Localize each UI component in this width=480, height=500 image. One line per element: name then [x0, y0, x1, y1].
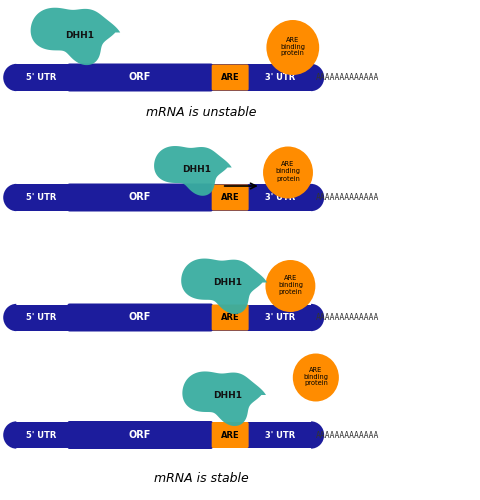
Text: 5' UTR: 5' UTR	[25, 193, 56, 202]
Wedge shape	[3, 184, 16, 211]
Wedge shape	[3, 304, 16, 331]
FancyBboxPatch shape	[67, 64, 213, 92]
Text: 3' UTR: 3' UTR	[265, 430, 296, 440]
Bar	[14, 64, 313, 90]
Text: DHH1: DHH1	[182, 166, 211, 174]
Text: ARE: ARE	[221, 193, 240, 202]
Polygon shape	[154, 146, 232, 196]
FancyBboxPatch shape	[67, 184, 213, 212]
Text: ARE: ARE	[221, 313, 240, 322]
FancyBboxPatch shape	[212, 64, 249, 90]
Text: ORF: ORF	[129, 312, 151, 322]
Polygon shape	[181, 258, 267, 314]
Bar	[14, 304, 313, 330]
Text: ORF: ORF	[129, 192, 151, 202]
Text: ORF: ORF	[129, 72, 151, 83]
Text: AAAAAAAAAAAAA: AAAAAAAAAAAAA	[315, 193, 379, 202]
Text: ARE
binding
protein: ARE binding protein	[303, 366, 328, 386]
Circle shape	[265, 260, 315, 312]
Bar	[62, 184, 68, 210]
Text: DHH1: DHH1	[214, 278, 242, 287]
Bar	[62, 422, 68, 448]
Text: ORF: ORF	[129, 430, 151, 440]
Text: AAAAAAAAAAAAA: AAAAAAAAAAAAA	[315, 73, 379, 82]
FancyBboxPatch shape	[212, 304, 249, 330]
Text: 3' UTR: 3' UTR	[265, 313, 296, 322]
FancyBboxPatch shape	[212, 422, 249, 448]
Wedge shape	[3, 422, 16, 448]
Polygon shape	[31, 8, 120, 65]
Circle shape	[263, 146, 313, 199]
Circle shape	[293, 354, 339, 402]
Text: DHH1: DHH1	[214, 390, 242, 400]
Circle shape	[266, 20, 319, 75]
Text: ARE: ARE	[221, 430, 240, 440]
Text: 5' UTR: 5' UTR	[25, 313, 56, 322]
Wedge shape	[311, 304, 324, 331]
Text: 5' UTR: 5' UTR	[25, 430, 56, 440]
Text: ARE
binding
protein: ARE binding protein	[278, 275, 303, 295]
Wedge shape	[311, 422, 324, 448]
Wedge shape	[3, 64, 16, 91]
Bar	[62, 304, 68, 330]
Text: 3' UTR: 3' UTR	[265, 193, 296, 202]
Polygon shape	[182, 372, 266, 426]
Text: ARE
binding
protein: ARE binding protein	[280, 36, 305, 56]
Text: ARE: ARE	[221, 73, 240, 82]
FancyBboxPatch shape	[212, 184, 249, 210]
Text: AAAAAAAAAAAAA: AAAAAAAAAAAAA	[315, 313, 379, 322]
Wedge shape	[311, 64, 324, 91]
FancyBboxPatch shape	[67, 304, 213, 332]
Text: AAAAAAAAAAAAA: AAAAAAAAAAAAA	[315, 430, 379, 440]
Text: mRNA is stable: mRNA is stable	[154, 472, 249, 486]
Bar	[14, 422, 313, 448]
Wedge shape	[311, 184, 324, 211]
Text: mRNA is unstable: mRNA is unstable	[146, 106, 257, 119]
Text: ARE
binding
protein: ARE binding protein	[276, 162, 300, 182]
Text: 5' UTR: 5' UTR	[25, 73, 56, 82]
Bar	[14, 184, 313, 210]
FancyBboxPatch shape	[67, 421, 213, 449]
Bar	[62, 64, 68, 90]
Text: 3' UTR: 3' UTR	[265, 73, 296, 82]
Text: DHH1: DHH1	[65, 30, 94, 40]
